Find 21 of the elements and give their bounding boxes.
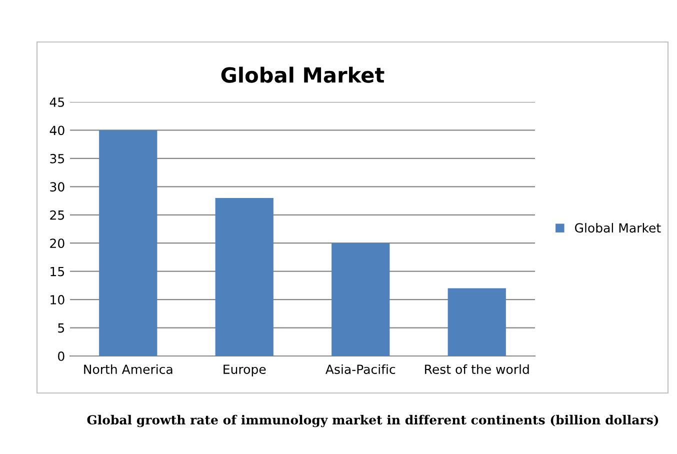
y-tick-label: 0	[58, 351, 64, 361]
y-tick-label: 45	[50, 98, 64, 107]
y-tick-label: 5	[58, 323, 64, 333]
chart-title: Global Market	[221, 66, 384, 83]
y-tick-label: 10	[50, 295, 64, 304]
x-tick-label: Europe	[224, 364, 266, 376]
y-tick-label: 25	[50, 210, 64, 220]
bar	[448, 288, 506, 356]
x-tick-label: North America	[84, 364, 172, 374]
x-tick-label: Asia-Pacific	[326, 364, 396, 374]
bar	[215, 198, 274, 356]
y-tick-label: 30	[50, 182, 64, 192]
text: Global growth rate of immunology market in different continents (billion dollars)	[87, 414, 658, 428]
y-tick-label: 15	[50, 266, 64, 276]
x-tick-label: Rest of the world	[425, 364, 529, 374]
y-tick-label: 35	[50, 154, 64, 164]
y-tick-label: 20	[50, 238, 64, 248]
bar	[99, 130, 158, 356]
legend-label: Global Market	[575, 222, 661, 233]
y-tick-label: 40	[50, 126, 64, 136]
bar	[332, 243, 390, 356]
